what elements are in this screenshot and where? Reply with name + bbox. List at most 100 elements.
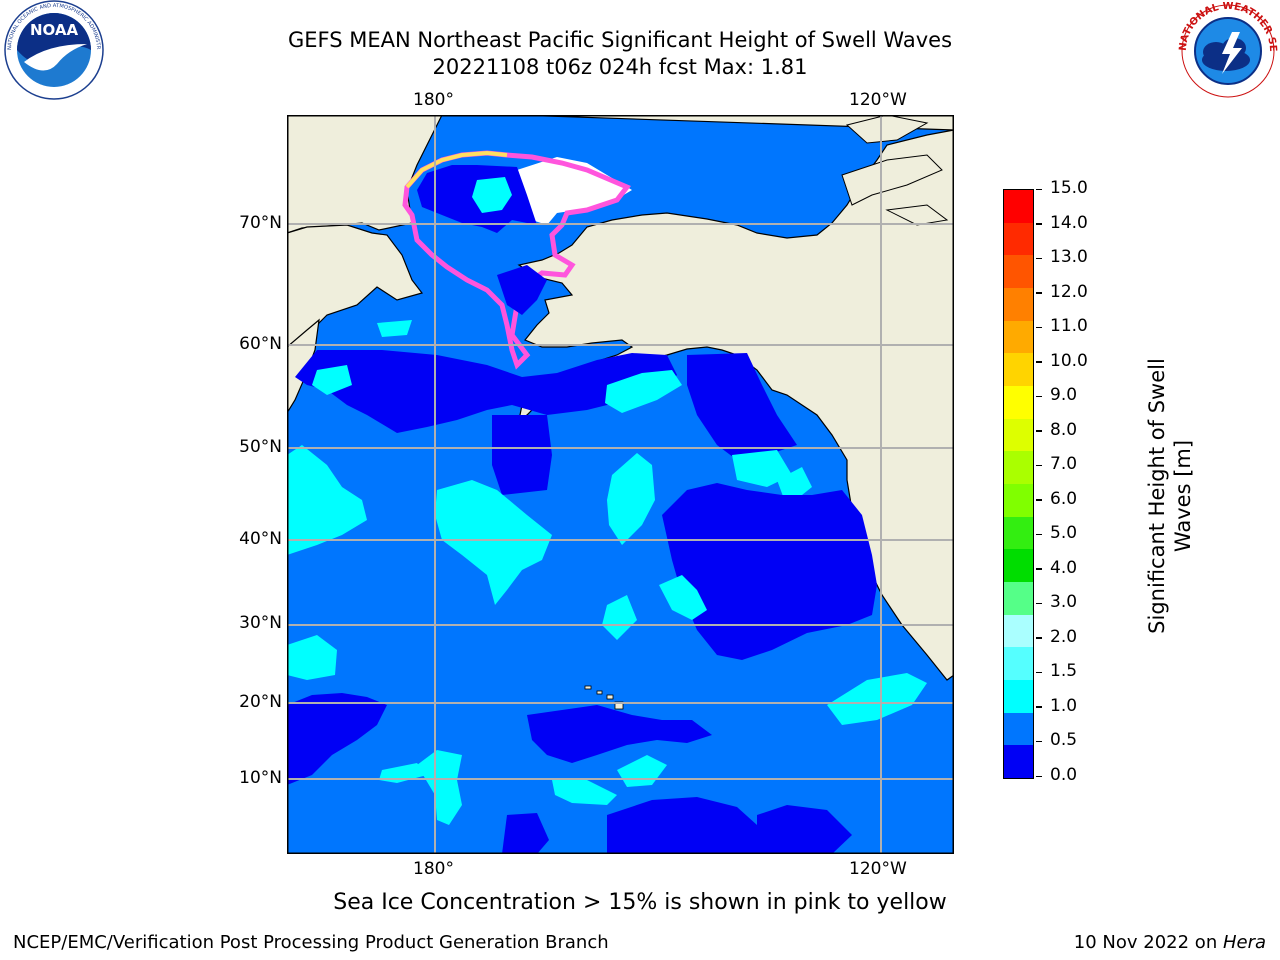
- colorbar-tick-mark: [1036, 568, 1042, 570]
- ocean-swell-10-15: [827, 673, 927, 725]
- ocean-swell-0-05: [295, 350, 677, 433]
- colorbar-tick-mark: [1036, 499, 1042, 501]
- land-arctic-island: [841, 154, 943, 206]
- colorbar-tick-label: 11.0: [1050, 316, 1088, 337]
- colorbar-tick-mark: [1036, 292, 1042, 294]
- map-frame: [287, 115, 954, 854]
- ocean-swell-10-15: [659, 575, 707, 620]
- colorbar-tick-mark: [1036, 775, 1042, 777]
- colorbar-tick-mark: [1036, 637, 1042, 639]
- colorbar-tick-label: 14.0: [1050, 212, 1088, 233]
- colorbar-segment: [1004, 386, 1033, 419]
- ocean-swell-10-15: [287, 635, 337, 680]
- arctic-ocean-white: [517, 157, 632, 225]
- colorbar-tick-label: 10.0: [1050, 350, 1088, 371]
- colorbar: [1003, 189, 1034, 779]
- colorbar-segment: [1004, 288, 1033, 321]
- colorbar-segment: [1004, 549, 1033, 583]
- hawaii-island: [584, 685, 592, 690]
- noaa-logo-text: NOAA: [30, 21, 79, 39]
- ocean-swell-10-15: [287, 445, 367, 555]
- colorbar-tick-label: 9.0: [1050, 385, 1078, 406]
- colorbar-tick-label: 3.0: [1050, 592, 1078, 613]
- colorbar-tick-mark: [1036, 395, 1042, 398]
- colorbar-segment: [1004, 680, 1033, 713]
- colorbar-segment: [1004, 614, 1033, 648]
- top-lon-label-120w: 120°W: [849, 90, 907, 110]
- colorbar-label-line2: Waves [m]: [1171, 439, 1195, 553]
- footer-date: 10 Nov 2022 on Hera: [1074, 932, 1266, 953]
- ocean-swell-0-05: [607, 797, 757, 854]
- colorbar-tick-label: 2.0: [1050, 626, 1078, 647]
- colorbar-tick-label: 8.0: [1050, 419, 1078, 440]
- colorbar-segment: [1004, 745, 1033, 779]
- ocean-swell-10-15: [552, 780, 617, 805]
- ocean-swell-10-15: [435, 480, 552, 605]
- ocean-swell-0-05: [527, 705, 712, 763]
- colorbar-tick-mark: [1036, 464, 1042, 467]
- sea-ice-edge-yellow: [405, 150, 508, 189]
- colorbar-tick-label: 12.0: [1050, 281, 1088, 302]
- colorbar-tick-mark: [1036, 188, 1042, 190]
- bottom-lon-label-180: 180°: [413, 859, 454, 879]
- colorbar-segment: [1004, 255, 1033, 289]
- ocean-swell-10-15: [607, 453, 655, 545]
- colorbar-segment: [1004, 353, 1033, 387]
- colorbar-tick-label: 13.0: [1050, 247, 1088, 268]
- colorbar-segment: [1004, 484, 1033, 517]
- colorbar-tick-label: 1.0: [1050, 695, 1078, 716]
- footer-credit: NCEP/EMC/Verification Post Processing Pr…: [13, 932, 609, 953]
- colorbar-tick-mark: [1036, 671, 1042, 674]
- colorbar-tick-label: 7.0: [1050, 454, 1078, 475]
- lat-label-60n: 60°N: [239, 334, 282, 354]
- ocean-swell-10-15: [472, 177, 512, 213]
- colorbar-tick-label: 6.0: [1050, 488, 1078, 509]
- lat-label-70n: 70°N: [239, 213, 282, 233]
- top-lon-label-180: 180°: [413, 90, 454, 110]
- sea-ice-caption: Sea Ice Concentration > 15% is shown in …: [333, 890, 947, 915]
- colorbar-tick-label: 5.0: [1050, 523, 1078, 544]
- ocean-swell-0-05: [497, 265, 547, 315]
- colorbar-segment: [1004, 418, 1033, 452]
- colorbar-tick-label: 4.0: [1050, 557, 1078, 578]
- colorbar-segment: [1004, 647, 1033, 681]
- map-subtitle: 20221108 t06z 024h fcst Max: 1.81: [432, 55, 808, 79]
- graticule: [287, 115, 954, 854]
- ocean-swell-0-05: [662, 483, 877, 660]
- map-title: GEFS MEAN Northeast Pacific Significant …: [287, 28, 953, 52]
- colorbar-label-line1: Significant Height of Swell: [1145, 358, 1169, 634]
- lat-label-20n: 20°N: [239, 692, 282, 712]
- land-arctic-island: [885, 204, 949, 226]
- footer-date-text: 10 Nov 2022 on: [1073, 932, 1223, 953]
- colorbar-tick-mark: [1036, 706, 1042, 708]
- colorbar-tick-label: 0.0: [1050, 765, 1078, 785]
- colorbar-segment: [1004, 190, 1033, 223]
- ocean-swell-0-05: [687, 353, 797, 460]
- colorbar-tick-label: 15.0: [1050, 178, 1088, 198]
- ocean-swell-10-15: [377, 320, 412, 337]
- nws-logo: NATIONAL WEATHER SERVICE: [1176, 2, 1278, 98]
- ocean-swell-10-15: [605, 370, 682, 413]
- lat-label-10n: 10°N: [239, 768, 282, 788]
- colorbar-tick-mark: [1036, 533, 1042, 536]
- ocean-swell-0-05: [287, 693, 387, 785]
- sea-ice-edge-pink: [402, 150, 631, 370]
- lat-label-30n: 30°N: [239, 613, 282, 633]
- ocean-swell-10-15: [312, 365, 352, 395]
- colorbar-segment: [1004, 516, 1033, 550]
- hawaii-island: [606, 694, 614, 700]
- colorbar-segment: [1004, 712, 1033, 746]
- hawaii-island: [596, 690, 603, 695]
- ocean-swell-0-05: [492, 415, 552, 495]
- map-panel: [287, 115, 954, 854]
- lat-label-40n: 40°N: [239, 529, 282, 549]
- colorbar-label: Significant Height of Swell Waves [m]: [1144, 346, 1196, 646]
- ocean-swell-10-15: [732, 450, 792, 487]
- colorbar-segment: [1004, 451, 1033, 485]
- ocean-swell-10-15: [417, 750, 462, 825]
- footer-host: Hera: [1222, 932, 1266, 953]
- colorbar-tick-mark: [1036, 602, 1042, 605]
- colorbar-tick-label: 1.5: [1050, 661, 1078, 682]
- colorbar-tick-mark: [1036, 740, 1042, 743]
- lat-label-50n: 50°N: [239, 437, 282, 457]
